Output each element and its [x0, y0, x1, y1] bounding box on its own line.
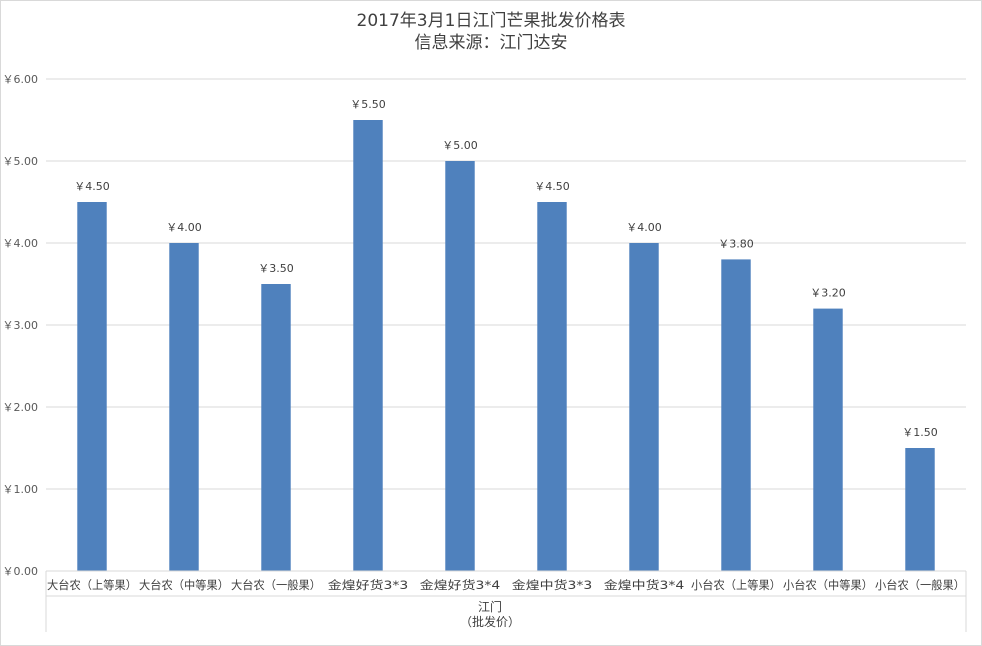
data-labels: ￥4.50 ￥4.00 ￥3.50 ￥5.50 ￥5.00 ￥4.50 ￥4.00 ￥3.80… [74, 98, 938, 439]
y-tick-label: ￥2.00 [3, 401, 39, 414]
y-tick-label: ￥4.00 [3, 237, 39, 250]
bar [77, 202, 107, 571]
data-label: ￥3.80 [718, 237, 754, 250]
data-label: ￥4.00 [626, 221, 662, 234]
x-tick-label: 金煌中货3*4 [604, 578, 685, 592]
data-label: ￥3.50 [258, 262, 294, 275]
data-label: ￥4.50 [74, 180, 110, 193]
data-label: ￥5.00 [442, 139, 478, 152]
data-label: ￥1.50 [902, 426, 938, 439]
x-tick-label: 大台农（中等果） [139, 578, 229, 592]
bar [261, 284, 291, 571]
bar [169, 243, 199, 571]
x-tick-label: 大台农（一般果） [231, 578, 321, 592]
bar [353, 120, 383, 571]
y-tick-label: ￥0.00 [3, 565, 39, 578]
group-label-city: 江门 [478, 599, 502, 614]
x-axis-ticks: 大台农（上等果） 大台农（中等果） 大台农（一般果） 金煌好货3*3 金煌好货3*4 金煌… [47, 578, 965, 592]
data-label: ￥4.50 [534, 180, 570, 193]
bar [813, 308, 843, 571]
y-tick-label: ￥6.00 [3, 73, 39, 86]
data-label: ￥5.50 [350, 98, 386, 111]
bar [445, 161, 475, 571]
x-tick-label: 金煌好货3*3 [328, 578, 409, 592]
data-label: ￥3.20 [810, 287, 846, 300]
group-label-type: （批发价） [460, 614, 520, 629]
bar [721, 259, 751, 571]
y-axis-ticks: ￥0.00 ￥1.00 ￥2.00 ￥3.00 ￥4.00 ￥5.00 ￥6.00 [3, 73, 39, 578]
x-tick-label: 金煌好货3*4 [420, 578, 501, 592]
x-tick-label: 大台农（上等果） [47, 578, 137, 592]
chart-title: 2017年3月1日江门芒果批发价格表 [356, 11, 626, 31]
x-tick-label: 金煌中货3*3 [512, 578, 593, 592]
bar [629, 243, 659, 571]
x-tick-label: 小台农（上等果） [691, 578, 781, 592]
x-tick-label: 小台农（中等果） [783, 578, 873, 592]
data-label: ￥4.00 [166, 221, 202, 234]
bar [905, 448, 935, 571]
chart-subtitle: 信息来源：江门达安 [414, 33, 568, 53]
y-tick-label: ￥5.00 [3, 155, 39, 168]
bar [537, 202, 567, 571]
gridlines [46, 78, 966, 490]
x-tick-label: 小台农（一般果） [875, 578, 965, 592]
bars [77, 120, 935, 571]
y-tick-label: ￥1.00 [3, 483, 39, 496]
y-tick-label: ￥3.00 [3, 319, 39, 332]
